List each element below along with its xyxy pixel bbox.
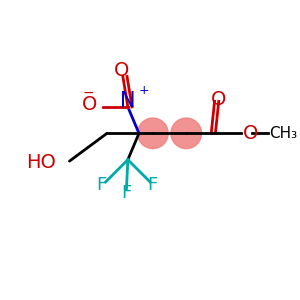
Text: CH₃: CH₃ [270, 126, 298, 141]
Text: F: F [96, 176, 106, 194]
Text: F: F [148, 176, 158, 194]
Ellipse shape [138, 118, 168, 148]
Text: HO: HO [26, 153, 56, 172]
Text: −: − [83, 85, 94, 99]
Text: O: O [114, 61, 130, 80]
Text: N: N [120, 92, 136, 111]
Ellipse shape [171, 118, 202, 148]
Text: O: O [242, 124, 258, 143]
Text: O: O [211, 90, 226, 109]
Text: O: O [82, 94, 97, 114]
Text: +: + [138, 84, 149, 97]
Text: F: F [121, 184, 132, 202]
